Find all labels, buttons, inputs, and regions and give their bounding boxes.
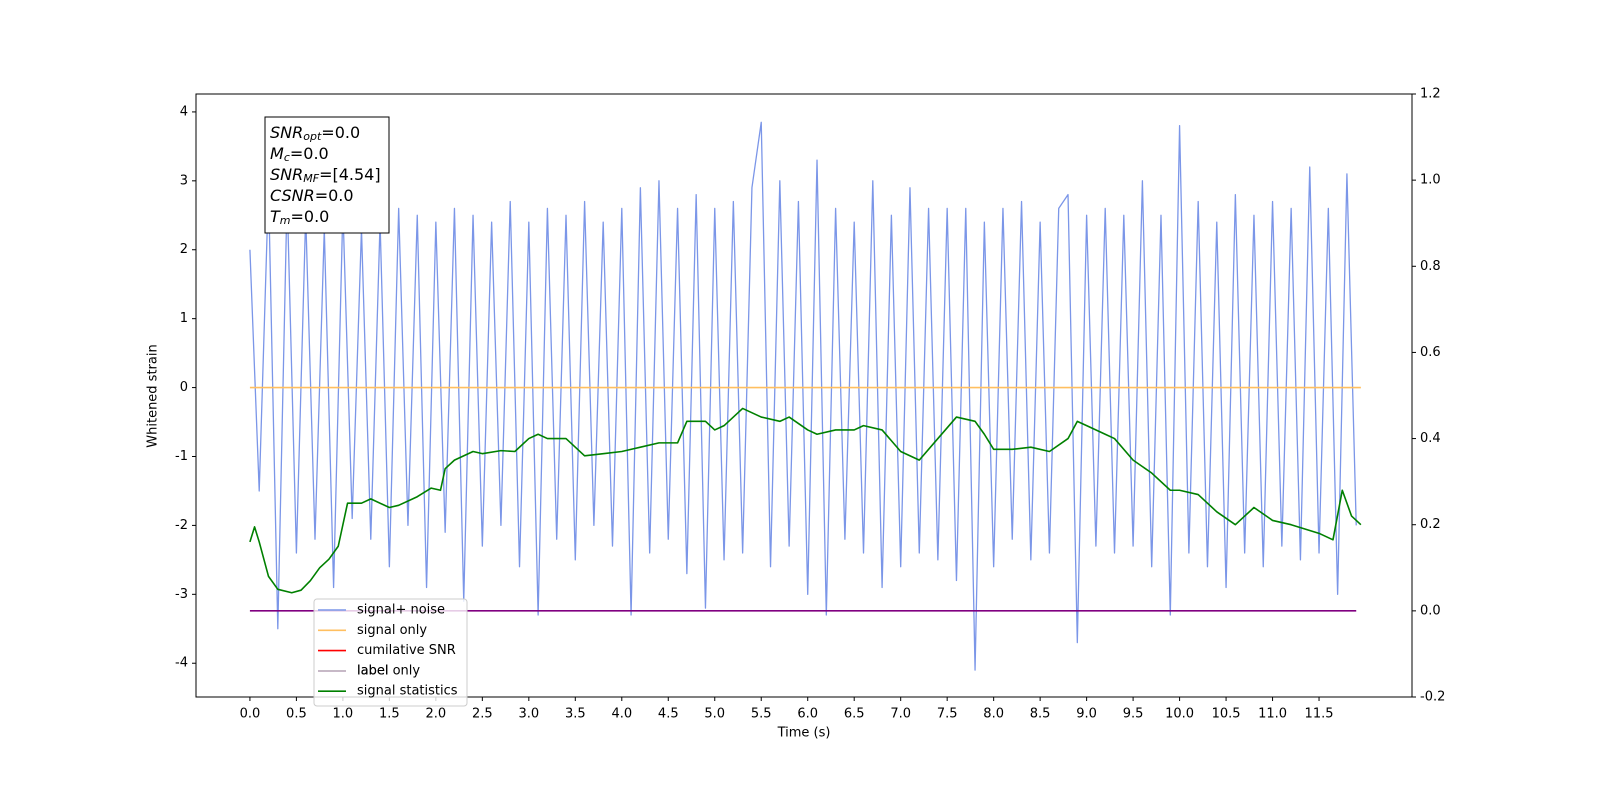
- y-tick-label: 0: [180, 380, 188, 395]
- x-tick-label: 9.0: [1076, 707, 1097, 722]
- y-axis-label: Whitened strain: [146, 344, 161, 447]
- y-tick-label: -3: [175, 587, 188, 602]
- annotation-part: T: [270, 207, 281, 226]
- x-tick-label: 0.0: [240, 707, 261, 722]
- annotation-frame: [264, 116, 390, 234]
- plot-frame: [195, 93, 1413, 698]
- y2-tick-label: 0.6: [1420, 345, 1441, 360]
- x-tick-label: 6.0: [797, 707, 818, 722]
- x-tick-label: 10.0: [1165, 707, 1194, 722]
- x-tick-label: 8.5: [1030, 707, 1051, 722]
- annotation-part: opt: [303, 130, 322, 143]
- y-tick-label: -2: [175, 518, 188, 533]
- x-tick-label: 7.0: [890, 707, 911, 722]
- legend-label: label only: [357, 663, 420, 678]
- annotation-line: CSNR=0.0: [270, 186, 354, 205]
- x-tick-label: 3.0: [518, 707, 539, 722]
- y-tick-label: 1: [180, 311, 188, 326]
- x-tick-label: 4.0: [611, 707, 632, 722]
- annotation-part: M: [270, 144, 284, 163]
- annotation-part: SNR: [270, 165, 303, 184]
- annotation-part: m: [280, 214, 291, 227]
- x-tick-label: 5.5: [751, 707, 772, 722]
- y2-tick-label: -0.2: [1420, 690, 1445, 705]
- x-tick-label: 7.5: [937, 707, 958, 722]
- annotation-part: MF: [303, 172, 319, 185]
- legend-frame: [313, 598, 468, 707]
- x-tick-label: 0.5: [286, 707, 307, 722]
- x-tick-label: 6.5: [844, 707, 865, 722]
- x-tick-label: 1.0: [333, 707, 354, 722]
- annotation-part: c: [284, 151, 290, 164]
- x-tick-label: 10.5: [1212, 707, 1241, 722]
- legend: signal+ noise signal only cumilative SNR la…: [313, 598, 468, 707]
- x-tick-label: 1.5: [379, 707, 400, 722]
- y2-tick-label: 0.2: [1420, 517, 1441, 532]
- annotation-part: =0.0: [291, 207, 330, 226]
- annotation-part: =0.0: [321, 123, 360, 142]
- legend-label: label: [357, 663, 388, 678]
- x-tick-label: 2.5: [472, 707, 493, 722]
- legend-label: cumilative SNR: [357, 643, 456, 658]
- legend-label: signal only: [357, 623, 427, 638]
- annotation-line: Tm=0.0: [270, 207, 329, 228]
- y-tick-label: -1: [175, 449, 188, 464]
- y-tick-label: 2: [180, 242, 188, 257]
- y2-tick-label: 0.0: [1420, 603, 1441, 618]
- x-axis-label: Time (s): [777, 726, 831, 741]
- annotation-part: SNR: [270, 123, 303, 142]
- y2-tick-label: 0.4: [1420, 431, 1441, 446]
- annotation-line: SNRopt=0.0: [270, 123, 360, 144]
- y2-tick-label: 1.2: [1420, 87, 1441, 102]
- x-tick-label: 2.0: [426, 707, 447, 722]
- x-tick-label: 3.5: [565, 707, 586, 722]
- y-tick-label: 4: [180, 104, 188, 119]
- series-line: [249, 121, 1357, 671]
- x-tick-label: 11.0: [1258, 707, 1287, 722]
- x-tick-label: 4.5: [658, 707, 679, 722]
- legend-label: signal statistics: [357, 684, 458, 699]
- annotation-part: =0.0: [290, 144, 329, 163]
- x-tick-label: 8.0: [983, 707, 1004, 722]
- annotation-part: =0.0: [315, 186, 354, 205]
- x-tick-label: 9.5: [1123, 707, 1144, 722]
- annotation-line: SNRMF=[4.54]: [270, 165, 381, 186]
- annotation-line: Mc=0.0: [270, 144, 329, 165]
- y-tick-label: 3: [180, 173, 188, 188]
- y2-tick-label: 1.0: [1420, 173, 1441, 188]
- y-tick-label: -4: [175, 656, 188, 671]
- x-tick-label: 11.5: [1305, 707, 1334, 722]
- annotation-part: CSNR: [270, 186, 315, 205]
- y2-tick-label: 0.8: [1420, 259, 1441, 274]
- x-tick-label: 5.0: [704, 707, 725, 722]
- series-line: [249, 407, 1362, 594]
- legend-label: signal+ noise: [357, 603, 445, 618]
- annotation-box: SNRopt=0.0Mc=0.0SNRMF=[4.54]CSNR=0.0Tm=0…: [264, 116, 390, 234]
- annotation-part: =[4.54]: [319, 165, 381, 184]
